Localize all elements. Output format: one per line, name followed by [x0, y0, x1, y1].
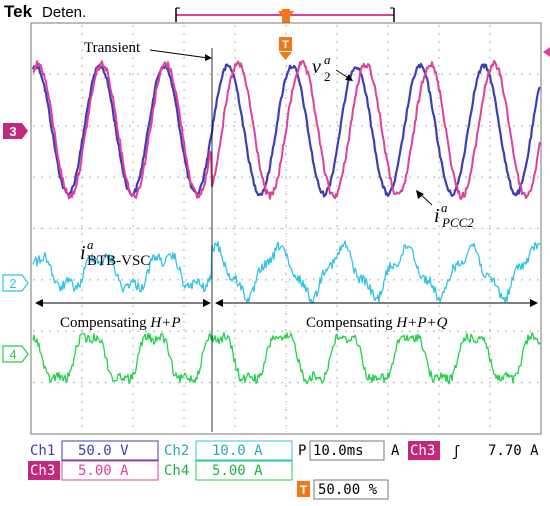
timebase-prefix: P [298, 443, 306, 459]
ch3-label-box [28, 461, 60, 480]
ch2-marker[interactable]: 2 [2, 274, 29, 292]
trigger-mode: A [391, 443, 400, 459]
transient-pointer [149, 49, 209, 59]
ipcc2-label: i a PCC2 [434, 200, 474, 230]
compensating-hp-range [35, 299, 211, 307]
svg-text:BTB-VSC: BTB-VSC [87, 253, 150, 269]
trigger-arrow-icon [279, 52, 292, 60]
transient-label: Transient [84, 40, 141, 56]
trigger-level-icon [543, 47, 550, 57]
trigger-top-arrow-icon [278, 11, 294, 22]
timebase-value: 10.0ms [313, 443, 364, 459]
right-arrow-icon [203, 299, 211, 307]
svg-text:4: 4 [9, 347, 16, 362]
trigger-t-icon [279, 37, 292, 51]
trigger-slope-icon: ʃ [452, 444, 460, 460]
ipcc-arrow-icon [416, 190, 424, 199]
left-arrow-icon [35, 299, 43, 307]
trigger-channel-box[interactable] [408, 441, 440, 460]
compensating-hpq-range [215, 299, 538, 307]
brand-logo: Tek [4, 2, 33, 21]
channel-readout: Ch1 50.0 V Ch2 10.0 A Ch3 5.00 A Ch4 5.0… [28, 440, 539, 500]
trigger-position: 50.00 % [318, 482, 378, 498]
svg-text:2: 2 [324, 69, 331, 84]
trigger-position-box[interactable] [313, 479, 389, 500]
ch1-scale-box[interactable] [61, 440, 159, 461]
transient-arrow-icon [205, 54, 212, 61]
svg-text:T: T [282, 39, 289, 51]
right-arrow-icon [530, 299, 538, 307]
ch2-scale-box[interactable] [195, 440, 293, 461]
ch3-marker[interactable]: 3 [3, 123, 28, 139]
svg-text:a: a [87, 237, 94, 252]
timebase-box[interactable] [309, 440, 385, 461]
ch4-label: Ch4 [164, 463, 189, 479]
ch2-label: Ch2 [164, 443, 189, 459]
waveforms [31, 59, 541, 385]
svg-text:2: 2 [9, 276, 16, 291]
ch4-scale-box[interactable] [195, 460, 293, 481]
compensating-hp-label: Compensating H+P [60, 315, 181, 331]
svg-text:T: T [300, 483, 308, 497]
ch3-scale: 5.00 A [78, 463, 129, 479]
compensating-hpq-label: Compensating H+P+Q [306, 315, 448, 331]
ch1-scale: 50.0 V [78, 443, 129, 459]
ch3-scale-box[interactable] [61, 460, 159, 481]
ch4-marker[interactable]: 4 [2, 345, 29, 363]
svg-text:v: v [312, 56, 321, 78]
trigger-pos-icon [297, 481, 310, 497]
svg-text:3: 3 [9, 124, 16, 139]
ibtb-label: i a BTB-VSC [80, 237, 150, 269]
v2-arrow-icon [345, 74, 353, 81]
acquisition-status: Deten. [42, 4, 86, 21]
left-arrow-icon [215, 299, 223, 307]
svg-text:a: a [441, 200, 448, 215]
svg-text:i: i [434, 205, 440, 227]
svg-text:a: a [324, 52, 331, 67]
trigger-level: 7.70 A [488, 443, 539, 459]
trigger-channel: Ch3 [410, 443, 435, 459]
ch4-scale: 5.00 A [212, 463, 263, 479]
svg-text:PCC2: PCC2 [441, 215, 474, 230]
svg-text:i: i [80, 242, 86, 264]
trigger-position-marker: T [278, 11, 294, 60]
ch1-label: Ch1 [30, 443, 55, 459]
v2-label: v a 2 [312, 52, 331, 84]
scope-header: Tek Deten. [4, 2, 395, 23]
ch2-scale: 10.0 A [212, 443, 263, 459]
ch3-label: Ch3 [30, 463, 55, 479]
graticule-grid [31, 23, 541, 434]
